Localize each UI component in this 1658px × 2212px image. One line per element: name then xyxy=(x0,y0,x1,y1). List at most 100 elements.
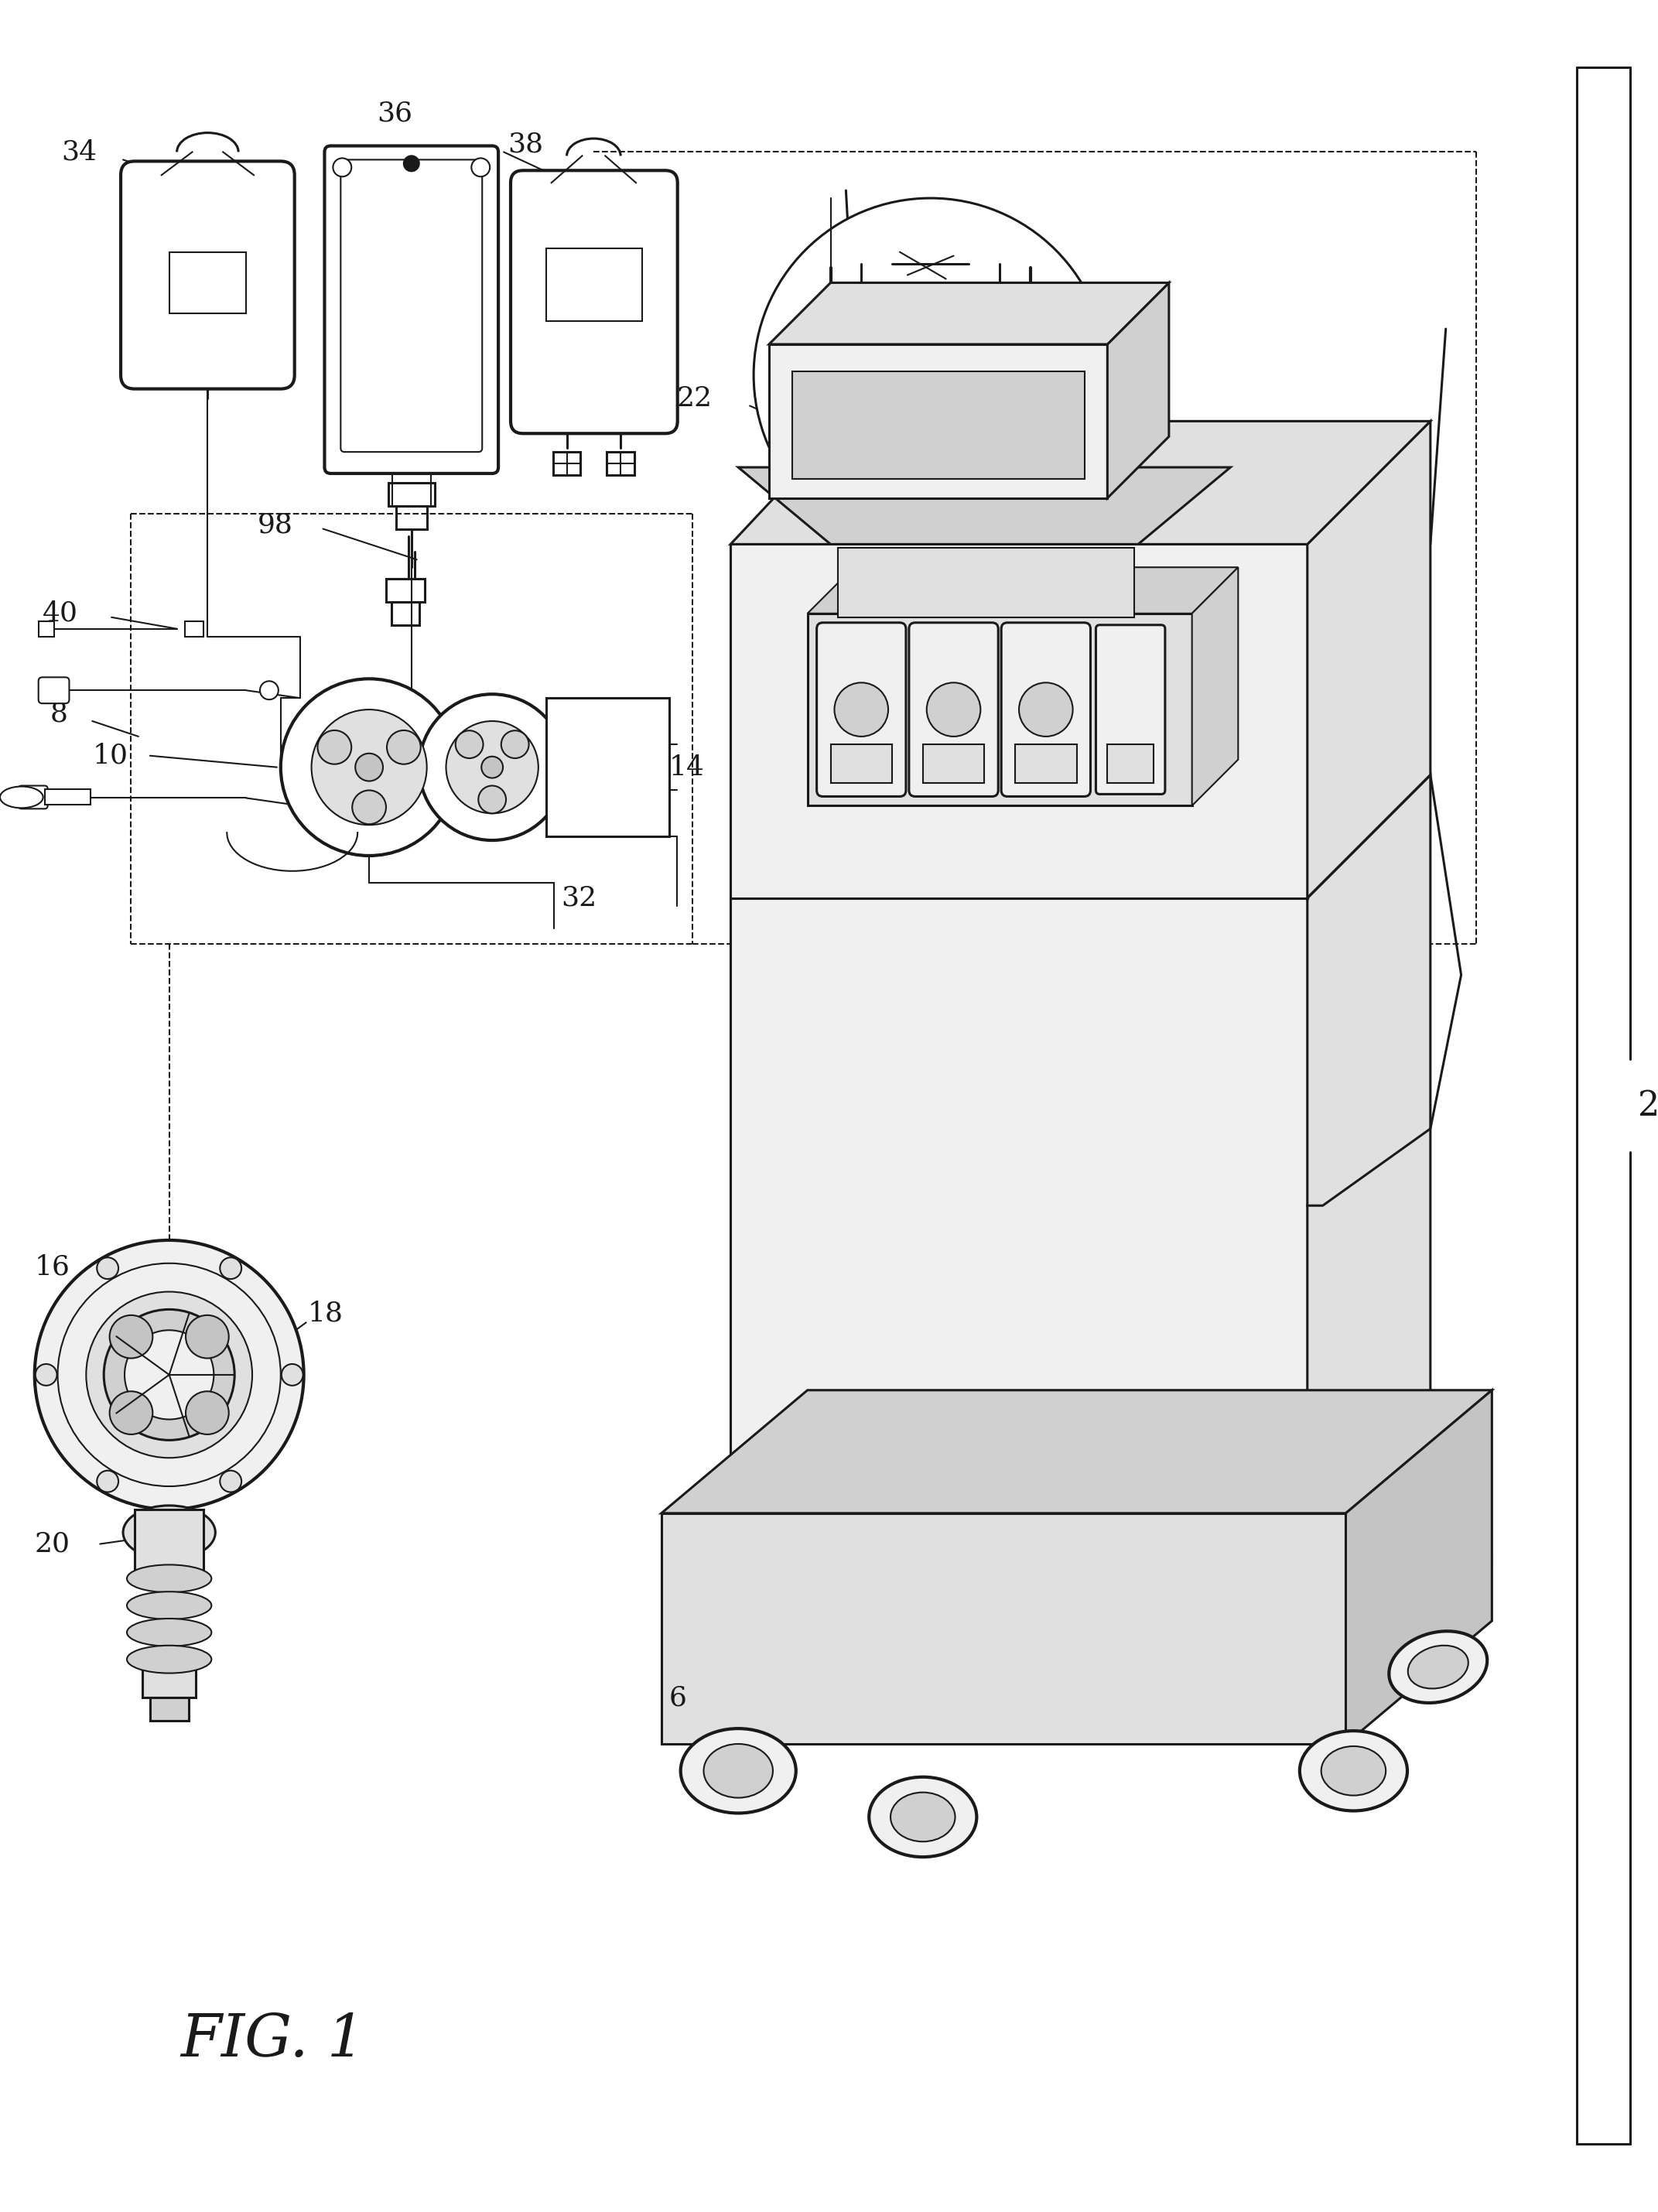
Circle shape xyxy=(109,1316,153,1358)
Ellipse shape xyxy=(703,1743,773,1798)
Text: 16: 16 xyxy=(35,1254,70,1281)
Polygon shape xyxy=(1308,420,1431,898)
Circle shape xyxy=(501,730,529,759)
Bar xyxy=(839,549,1134,617)
FancyBboxPatch shape xyxy=(1096,626,1166,794)
Polygon shape xyxy=(1192,566,1239,805)
Polygon shape xyxy=(807,566,1239,613)
Ellipse shape xyxy=(869,1776,977,1856)
Bar xyxy=(388,482,434,507)
Ellipse shape xyxy=(446,721,539,814)
Text: FIG. 1: FIG. 1 xyxy=(181,2011,365,2068)
Ellipse shape xyxy=(680,1728,796,1814)
Polygon shape xyxy=(731,898,1308,1513)
FancyBboxPatch shape xyxy=(511,170,678,434)
Circle shape xyxy=(35,1241,303,1509)
Ellipse shape xyxy=(128,1593,212,1619)
Polygon shape xyxy=(769,345,1108,498)
FancyBboxPatch shape xyxy=(325,146,499,473)
Circle shape xyxy=(221,1471,242,1493)
Text: 40: 40 xyxy=(43,599,78,626)
Text: 34: 34 xyxy=(61,139,98,166)
Polygon shape xyxy=(1308,774,1431,1513)
Polygon shape xyxy=(662,1513,1346,1743)
Bar xyxy=(924,743,985,783)
Circle shape xyxy=(104,1310,234,1440)
Text: 22: 22 xyxy=(676,385,713,411)
Circle shape xyxy=(471,157,489,177)
Polygon shape xyxy=(662,1389,1492,1513)
Bar xyxy=(1015,743,1076,783)
Circle shape xyxy=(481,757,502,779)
Ellipse shape xyxy=(890,1792,955,1843)
Bar xyxy=(1108,743,1154,783)
Circle shape xyxy=(405,155,419,170)
Text: 2: 2 xyxy=(1638,1088,1658,1121)
Circle shape xyxy=(456,730,482,759)
Bar xyxy=(396,507,426,529)
Circle shape xyxy=(282,1365,303,1385)
Ellipse shape xyxy=(1408,1646,1469,1688)
Circle shape xyxy=(754,199,1108,553)
Ellipse shape xyxy=(1300,1730,1408,1812)
Text: 8: 8 xyxy=(50,701,68,726)
Circle shape xyxy=(479,785,506,814)
Ellipse shape xyxy=(128,1564,212,1593)
Circle shape xyxy=(260,681,279,699)
Polygon shape xyxy=(1108,283,1169,498)
Text: 18: 18 xyxy=(308,1301,343,1327)
Ellipse shape xyxy=(128,1646,212,1672)
Bar xyxy=(149,1699,189,1721)
Polygon shape xyxy=(1346,1389,1492,1743)
FancyBboxPatch shape xyxy=(1001,622,1091,796)
FancyBboxPatch shape xyxy=(909,622,998,796)
Bar xyxy=(545,699,670,836)
Polygon shape xyxy=(738,467,1230,544)
Circle shape xyxy=(96,1471,118,1493)
Ellipse shape xyxy=(419,695,565,841)
Circle shape xyxy=(186,1316,229,1358)
Circle shape xyxy=(318,730,351,763)
Text: 14: 14 xyxy=(670,754,705,781)
Text: 10: 10 xyxy=(93,743,128,770)
Text: 32: 32 xyxy=(562,885,597,911)
Polygon shape xyxy=(769,283,1169,345)
Circle shape xyxy=(927,684,980,737)
Ellipse shape xyxy=(123,1506,216,1559)
Ellipse shape xyxy=(1389,1630,1487,1703)
Polygon shape xyxy=(731,420,1431,544)
Circle shape xyxy=(35,1365,56,1385)
Bar xyxy=(831,743,892,783)
Bar xyxy=(391,602,419,626)
Circle shape xyxy=(1020,684,1073,737)
Bar xyxy=(134,1509,204,1571)
Bar xyxy=(793,372,1084,478)
Text: 20: 20 xyxy=(35,1531,70,1557)
Text: 36: 36 xyxy=(376,100,413,126)
Bar xyxy=(38,622,53,637)
Bar xyxy=(184,622,204,637)
Circle shape xyxy=(355,754,383,781)
Ellipse shape xyxy=(312,710,426,825)
Bar xyxy=(607,451,635,476)
Bar xyxy=(169,252,245,314)
FancyBboxPatch shape xyxy=(18,785,48,810)
Bar xyxy=(552,451,580,476)
Ellipse shape xyxy=(280,679,458,856)
FancyBboxPatch shape xyxy=(817,622,905,796)
Circle shape xyxy=(96,1256,118,1279)
FancyBboxPatch shape xyxy=(121,161,295,389)
Circle shape xyxy=(834,684,889,737)
Ellipse shape xyxy=(1321,1745,1386,1796)
Text: 6: 6 xyxy=(670,1686,686,1710)
FancyBboxPatch shape xyxy=(340,159,482,451)
Ellipse shape xyxy=(0,787,43,807)
Circle shape xyxy=(351,790,386,825)
Circle shape xyxy=(386,730,421,763)
Text: 12: 12 xyxy=(1134,338,1171,365)
Text: 98: 98 xyxy=(257,511,293,538)
Bar xyxy=(386,580,424,602)
Polygon shape xyxy=(807,613,1192,805)
Circle shape xyxy=(221,1256,242,1279)
Ellipse shape xyxy=(128,1619,212,1646)
